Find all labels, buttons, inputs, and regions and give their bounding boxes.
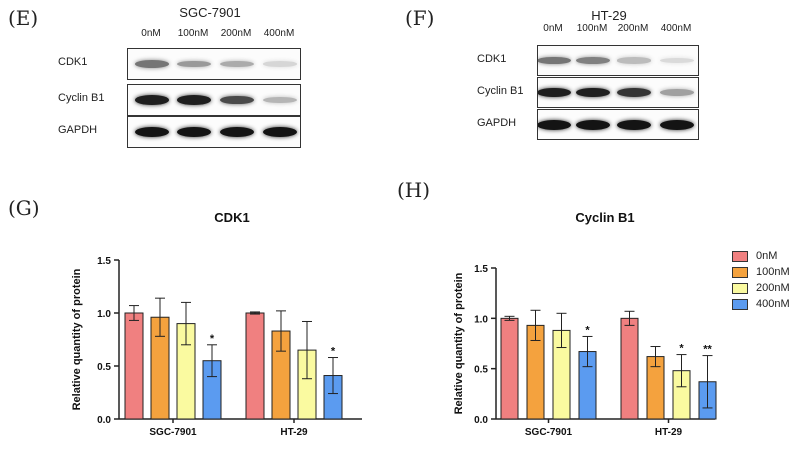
lane-label: 200nM xyxy=(220,28,252,39)
protein-band xyxy=(263,61,297,67)
blot-strip xyxy=(127,84,301,116)
protein-band xyxy=(263,127,297,137)
chart-title: CDK1 xyxy=(214,210,249,225)
protein-band xyxy=(538,119,571,130)
blot-strip xyxy=(127,116,301,148)
y-axis-label: Relative quantity of protein xyxy=(71,268,83,410)
protein-band xyxy=(263,96,297,104)
lane-label: 400nM xyxy=(263,28,295,39)
y-tick-label: 1.5 xyxy=(97,256,111,267)
protein-band xyxy=(617,119,651,130)
protein-band xyxy=(177,127,211,137)
protein-band xyxy=(660,119,694,130)
lane-label: 100nM xyxy=(177,28,209,39)
bar-0nM xyxy=(620,317,639,420)
legend-item: 0nM xyxy=(732,248,790,264)
legend-swatch xyxy=(732,298,748,310)
legend-item: 100nM xyxy=(732,264,790,280)
protein-band xyxy=(538,56,571,65)
blot-row-label: Cyclin B1 xyxy=(58,92,105,104)
legend-swatch xyxy=(732,282,748,294)
y-tick-label: 0.5 xyxy=(474,365,488,376)
protein-band xyxy=(177,60,211,68)
blot-row-label: CDK1 xyxy=(58,56,88,68)
protein-band xyxy=(135,60,169,68)
protein-band xyxy=(576,119,610,130)
protein-band xyxy=(220,60,254,68)
x-tick-label: HT-29 xyxy=(655,427,683,438)
panel-label-f: (F) xyxy=(405,6,435,30)
y-tick-label: 0.5 xyxy=(97,362,111,373)
panel-label-h: (H) xyxy=(397,178,431,202)
protein-band xyxy=(177,95,211,105)
legend-label: 100nM xyxy=(756,266,790,278)
lane-label: 0nM xyxy=(543,23,563,34)
chart-title: Cyclin B1 xyxy=(575,210,634,225)
protein-band xyxy=(220,127,254,137)
blot-strip xyxy=(537,45,699,76)
y-axis-label: Relative quantity of protein xyxy=(453,272,465,414)
significance-marker: * xyxy=(585,324,590,336)
protein-band xyxy=(660,89,694,96)
panel-label-e: (E) xyxy=(8,6,39,30)
legend-item: 200nM xyxy=(732,280,790,296)
protein-band xyxy=(617,57,651,64)
x-tick-label: SGC-7901 xyxy=(149,427,197,438)
lane-label: 0nM xyxy=(141,28,161,39)
blot-title: SGC-7901 xyxy=(179,5,241,20)
bar-0nM xyxy=(245,312,265,420)
blot-row-label: GAPDH xyxy=(58,124,98,136)
chart-legend: 0nM 100nM 200nM 400nM xyxy=(732,248,790,312)
lane-label: 400nM xyxy=(660,23,692,34)
legend-label: 0nM xyxy=(756,250,778,262)
protein-band xyxy=(576,56,610,65)
y-tick-label: 0.0 xyxy=(97,415,111,426)
bar-chart-cyclin-b1: Cyclin B1 Relative quantity of protein 0.0… xyxy=(453,210,717,438)
y-tick-label: 1.5 xyxy=(474,264,488,275)
bar-0nM xyxy=(500,317,519,420)
legend-label: 400nM xyxy=(756,298,790,310)
y-tick-label: 0.0 xyxy=(474,415,488,426)
protein-band xyxy=(135,127,169,137)
legend-swatch xyxy=(732,250,748,262)
significance-marker: * xyxy=(331,346,336,358)
protein-band xyxy=(135,95,169,105)
significance-marker: * xyxy=(210,333,215,345)
legend-label: 200nM xyxy=(756,282,790,294)
significance-marker: * xyxy=(679,343,684,355)
panel-label-g: (G) xyxy=(8,196,40,220)
protein-band xyxy=(220,95,254,105)
protein-band xyxy=(617,87,651,98)
blot-strip xyxy=(127,48,301,80)
legend-item: 400nM xyxy=(732,296,790,312)
blot-row-label: GAPDH xyxy=(477,116,517,129)
protein-band xyxy=(660,57,694,64)
blot-row-label: CDK1 xyxy=(477,52,507,65)
protein-band xyxy=(576,87,610,98)
y-tick-label: 1.0 xyxy=(97,309,111,320)
x-tick-label: SGC-7901 xyxy=(525,427,573,438)
lane-label: 200nM xyxy=(617,23,649,34)
lane-label: 100nM xyxy=(576,23,608,34)
x-tick-label: HT-29 xyxy=(280,427,308,438)
protein-band xyxy=(538,87,571,98)
bar-chart-cdk1: CDK1 Relative quantity of protein 0.0 0.5 1.… xyxy=(71,210,362,438)
blot-strip xyxy=(537,77,699,108)
legend-swatch xyxy=(732,266,748,278)
blot-strip xyxy=(537,109,699,140)
blot-title: HT-29 xyxy=(591,8,627,23)
y-tick-label: 1.0 xyxy=(474,314,488,325)
bar-0nM xyxy=(124,312,144,420)
significance-marker: ** xyxy=(703,344,712,356)
blot-row-label: Cyclin B1 xyxy=(477,84,524,97)
